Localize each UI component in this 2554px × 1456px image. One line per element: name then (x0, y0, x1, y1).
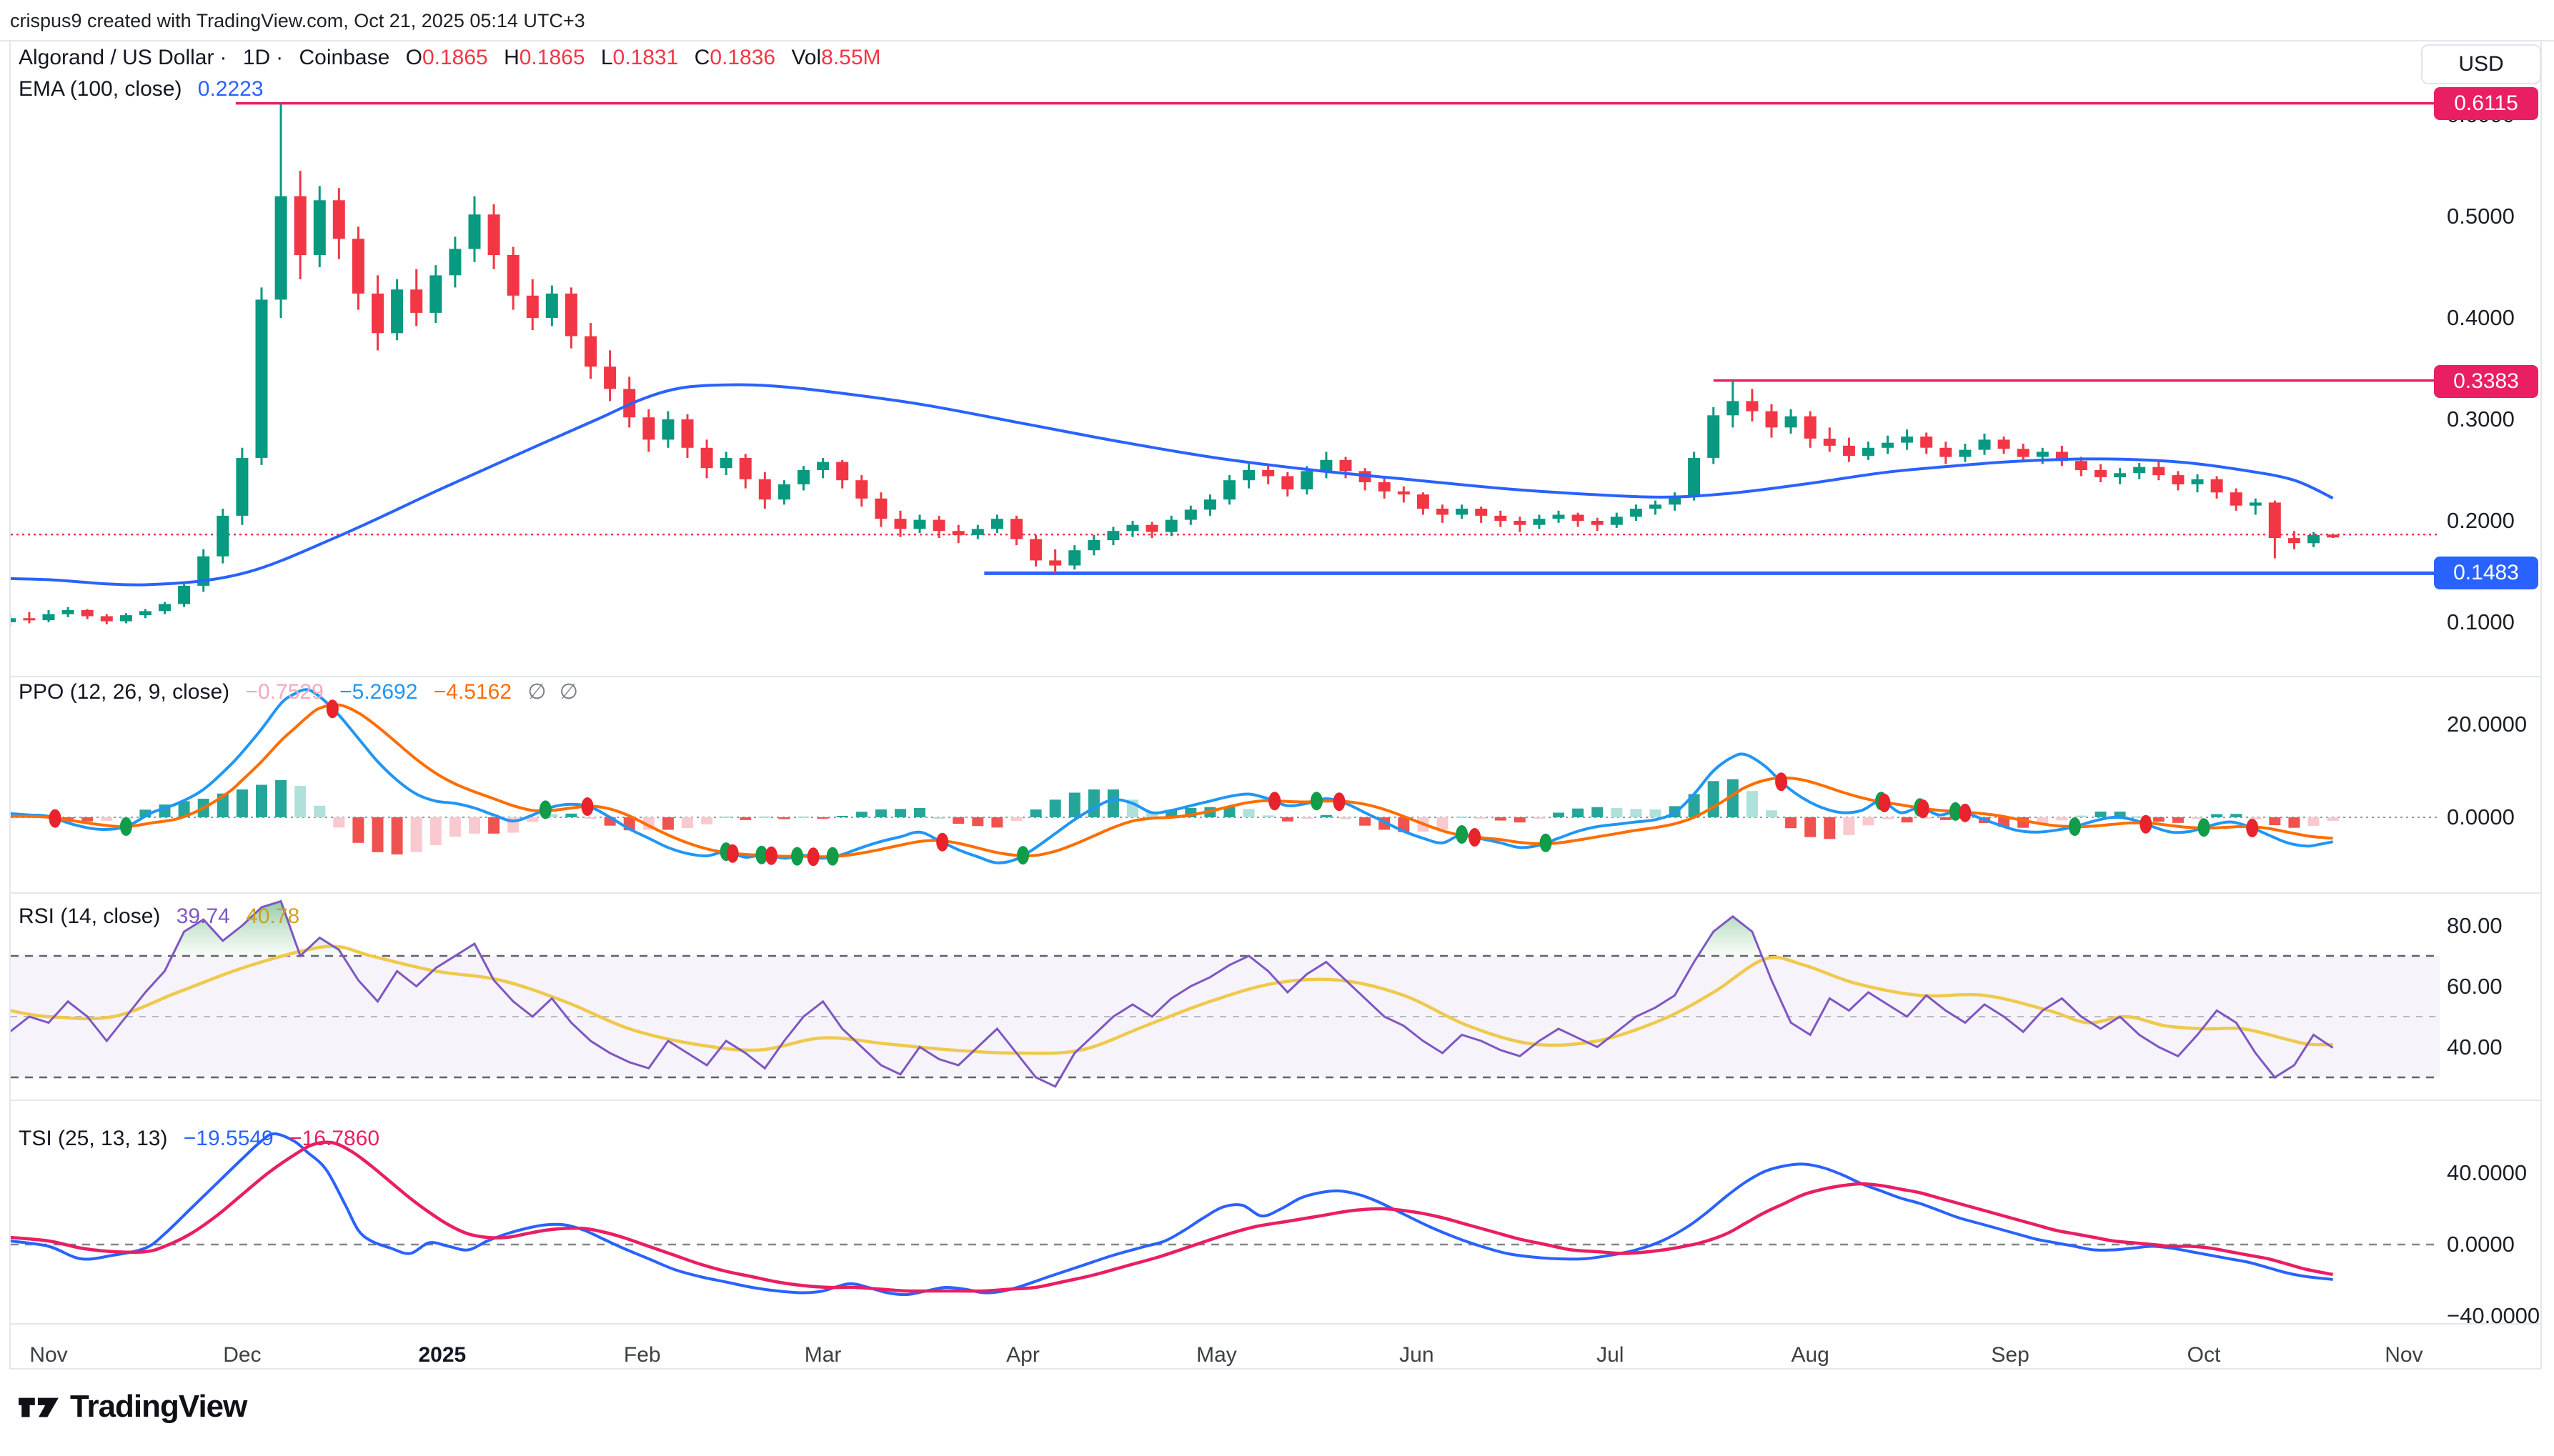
axis-tick-label: 0.0000 (2447, 1232, 2515, 1257)
tradingview-wordmark[interactable]: TradingView (70, 1389, 247, 1424)
time-axis-label: Nov (2385, 1343, 2423, 1367)
level-badge-high: 0.6115 (2434, 87, 2538, 120)
currency-label: USD (2458, 52, 2504, 76)
level-badge-resistance: 0.3383 (2434, 365, 2538, 398)
footer: TradingView (17, 1389, 247, 1425)
level-badge-support: 0.1483 (2434, 557, 2538, 589)
high-value: 0.1865 (519, 46, 585, 69)
open-label: O (405, 46, 422, 69)
time-axis-label: Dec (223, 1343, 262, 1367)
axis-tick-label: 0.0000 (2447, 804, 2515, 829)
axis-tick-label: 0.5000 (2447, 204, 2515, 229)
axis-tick-label: 40.0000 (2447, 1160, 2528, 1185)
ppo-line-value: −5.2692 (339, 680, 418, 704)
marker-toggle-icon[interactable]: ∅ (559, 680, 578, 704)
low-value: 0.1831 (612, 46, 679, 69)
open-value: 0.1865 (422, 46, 488, 69)
ema-label: EMA (100, close) (19, 77, 182, 101)
tradingview-logo-icon[interactable] (17, 1390, 61, 1423)
time-axis-label: Jun (1399, 1343, 1434, 1367)
attribution-text: crispus9 created with TradingView.com, O… (10, 10, 585, 31)
rsi-title: RSI (14, close) (19, 904, 161, 928)
time-axis-label: Sep (1991, 1343, 2029, 1367)
volume-label: Vol (791, 46, 822, 69)
ppo-hist-value: −0.7529 (245, 680, 324, 704)
time-axis-label: Oct (2187, 1343, 2221, 1367)
axis-tick-label: 0.1000 (2447, 609, 2515, 634)
ppo-legend: PPO (12, 26, 9, close) −0.7529 −5.2692 −… (19, 679, 585, 704)
tsi-legend: TSI (25, 13, 13) −19.5549 −16.7860 (19, 1127, 389, 1151)
interval-label[interactable]: 1D (242, 46, 271, 69)
time-axis-label: Mar (804, 1343, 842, 1367)
axis-tick-label: 0.2000 (2447, 508, 2515, 533)
ppo-title: PPO (12, 26, 9, close) (19, 680, 230, 704)
time-axis-label: May (1196, 1343, 1237, 1367)
axis-tick-label: 40.00 (2447, 1034, 2503, 1059)
ema-legend: EMA (100, close) 0.2223 (19, 77, 274, 101)
axis-tick-label: 80.00 (2447, 912, 2503, 938)
ppo-signal-value: −4.5162 (433, 680, 512, 704)
time-axis-label: Aug (1791, 1343, 1829, 1367)
rsi-legend: RSI (14, close) 39.74 40.78 (19, 904, 309, 929)
axis-tick-label: 20.0000 (2447, 712, 2528, 737)
currency-button[interactable]: USD (2421, 44, 2541, 84)
rsi-ma-value: 40.78 (246, 904, 300, 928)
low-label: L (600, 46, 613, 69)
rsi-value: 39.74 (176, 904, 230, 928)
axis-tick-label: −40.0000 (2447, 1303, 2540, 1328)
axis-tick-label: 0.4000 (2447, 305, 2515, 330)
marker-toggle-icon[interactable]: ∅ (527, 680, 547, 704)
axis-tick-label: 0.3000 (2447, 407, 2515, 432)
exchange-label: Coinbase (299, 46, 390, 69)
tsi-title: TSI (25, 13, 13) (19, 1127, 168, 1150)
time-axis-label: Jul (1596, 1343, 1624, 1367)
high-label: H (504, 46, 520, 69)
ema-value: 0.2223 (197, 77, 264, 101)
price-legend: Algorand / US Dollar · 1D · Coinbase O0.18… (19, 46, 881, 69)
symbol-title: Algorand / US Dollar (19, 46, 214, 69)
tsi-signal-value: −16.7860 (289, 1127, 380, 1150)
tsi-value: −19.5549 (183, 1127, 274, 1150)
close-label: C (694, 46, 710, 69)
time-axis-label: Nov (29, 1343, 68, 1367)
time-axis-label: 2025 (418, 1343, 467, 1367)
time-axis-label: Feb (623, 1343, 661, 1367)
close-value: 0.1836 (710, 46, 776, 69)
axis-tick-label: 60.00 (2447, 973, 2503, 999)
time-axis-label: Apr (1006, 1343, 1040, 1367)
volume-value: 8.55M (821, 46, 881, 69)
